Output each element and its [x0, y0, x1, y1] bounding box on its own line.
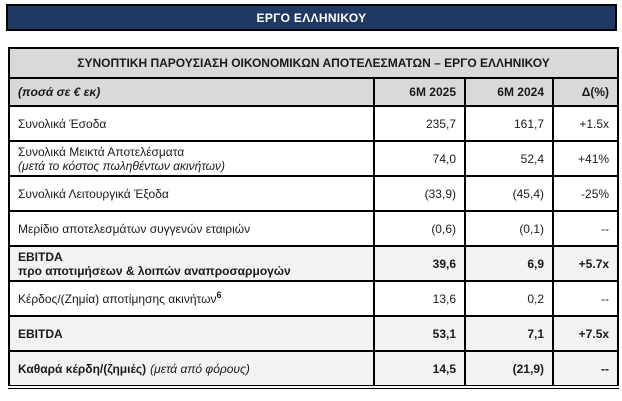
value-delta: +5.7x [551, 245, 620, 282]
financial-summary-table: ΣΥΝΟΠΤΙΚΗ ΠΑΡΟΥΣΙΑΣΗ ΟΙΚΟΝΟΜΙΚΩΝ ΑΠΟΤΕΛΕ… [7, 47, 620, 389]
value-6m2025: 14,5 [373, 350, 466, 389]
row-label-cell: Κέρδος/(Ζημία) αποτίμησης ακινήτων6 [8, 280, 375, 317]
footnote-ref: 6 [216, 289, 222, 300]
row-label-cell: Συνολικά Λειτουργικά Έξοδα [8, 175, 375, 212]
row-label: EBITDA [18, 326, 63, 341]
table-row: EBITDA 53,1 7,1 +7.5x [8, 315, 620, 352]
value-6m2024: 52,4 [464, 140, 554, 177]
value-delta: +1.5x [551, 105, 620, 142]
value-delta: -25% [551, 175, 620, 212]
value-6m2025: 53,1 [373, 315, 466, 352]
table-row: Συνολικά Έσοδα 235,7 161,7 +1.5x [8, 105, 620, 142]
row-label-cell: EBITDA [8, 315, 375, 352]
value-6m2025: (0,6) [373, 210, 466, 247]
value-6m2024: (21,9) [464, 350, 554, 389]
row-label: Συνολικά Μεικτά Αποτελέσματα [18, 144, 185, 159]
row-label: EBITDA [18, 249, 63, 264]
table-row: Καθαρά κέρδη/(ζημιές) (μετά από φόρους) 14… [8, 350, 620, 389]
value-delta: -- [551, 350, 620, 389]
row-label: Μερίδιο αποτελεσμάτων συγγενών εταιριών [18, 221, 251, 236]
value-delta: +41% [551, 140, 620, 177]
unit-label: (ποσά σε € εκ) [8, 77, 375, 107]
value-delta: -- [551, 210, 620, 247]
table-row: Μερίδιο αποτελεσμάτων συγγενών εταιριών (… [8, 210, 620, 247]
table-row: Συνολικά Μεικτά Αποτελέσματα (μετά το κόσ… [8, 140, 620, 177]
row-label: Συνολικά Λειτουργικά Έξοδα [18, 186, 169, 201]
table-title-row: ΣΥΝΟΠΤΙΚΗ ΠΑΡΟΥΣΙΑΣΗ ΟΙΚΟΝΟΜΙΚΩΝ ΑΠΟΤΕΛΕ… [7, 47, 620, 79]
banner-title: ΕΡΓΟ ΕΛΛΗΝΙΚΟΥ [256, 10, 367, 25]
value-6m2024: (0,1) [464, 210, 554, 247]
table-title: ΣΥΝΟΠΤΙΚΗ ΠΑΡΟΥΣΙΑΣΗ ΟΙΚΟΝΟΜΙΚΩΝ ΑΠΟΤΕΛΕ… [7, 47, 620, 79]
table-row: Κέρδος/(Ζημία) αποτίμησης ακινήτων6 13,6 0… [8, 280, 620, 317]
value-6m2024: 161,7 [464, 105, 554, 142]
column-header-6m2025: 6M 2025 [373, 77, 466, 107]
value-6m2025: 13,6 [373, 280, 466, 317]
row-label: Καθαρά κέρδη/(ζημιές) [18, 361, 147, 376]
table-row: EBITDA προ αποτιμήσεων & λοιπών αναπροσαρ… [8, 245, 620, 282]
value-6m2025: 235,7 [373, 105, 466, 142]
column-header-6m2024: 6M 2024 [464, 77, 554, 107]
column-header-delta: Δ(%) [551, 77, 620, 107]
value-6m2024: (45,4) [464, 175, 554, 212]
row-label-cell: Καθαρά κέρδη/(ζημιές) (μετά από φόρους) [8, 350, 375, 389]
row-label: Κέρδος/(Ζημία) αποτίμησης ακινήτων [18, 291, 217, 306]
row-label: Συνολικά Έσοδα [18, 116, 107, 131]
row-label-cell: EBITDA προ αποτιμήσεων & λοιπών αναπροσαρ… [8, 245, 375, 282]
row-sublabel: προ αποτιμήσεων & λοιπών αναπροσαρμογών [18, 263, 291, 278]
value-6m2025: 39,6 [373, 245, 466, 282]
page: { "banner": { "title": "ΕΡΓΟ ΕΛΛΗΝΙΚΟΥ" … [0, 4, 622, 401]
table-row: Συνολικά Λειτουργικά Έξοδα (33,9) (45,4) -2… [8, 175, 620, 212]
value-6m2025: (33,9) [373, 175, 466, 212]
value-6m2024: 6,9 [464, 245, 554, 282]
row-label-note: (μετά από φόρους) [150, 361, 250, 376]
column-header-row: (ποσά σε € εκ) 6M 2025 6M 2024 Δ(%) [8, 77, 620, 107]
value-6m2025: 74,0 [373, 140, 466, 177]
value-6m2024: 7,1 [464, 315, 554, 352]
value-delta: -- [551, 280, 620, 317]
row-label-cell: Συνολικά Έσοδα [8, 105, 375, 142]
value-6m2024: 0,2 [464, 280, 554, 317]
section-banner: ΕΡΓΟ ΕΛΛΗΝΙΚΟΥ [6, 4, 617, 31]
row-label-cell: Συνολικά Μεικτά Αποτελέσματα (μετά το κόσ… [8, 140, 375, 177]
value-delta: +7.5x [551, 315, 620, 352]
row-label-cell: Μερίδιο αποτελεσμάτων συγγενών εταιριών [8, 210, 375, 247]
row-sublabel: (μετά το κόστος πωληθέντων ακινήτων) [18, 158, 225, 173]
